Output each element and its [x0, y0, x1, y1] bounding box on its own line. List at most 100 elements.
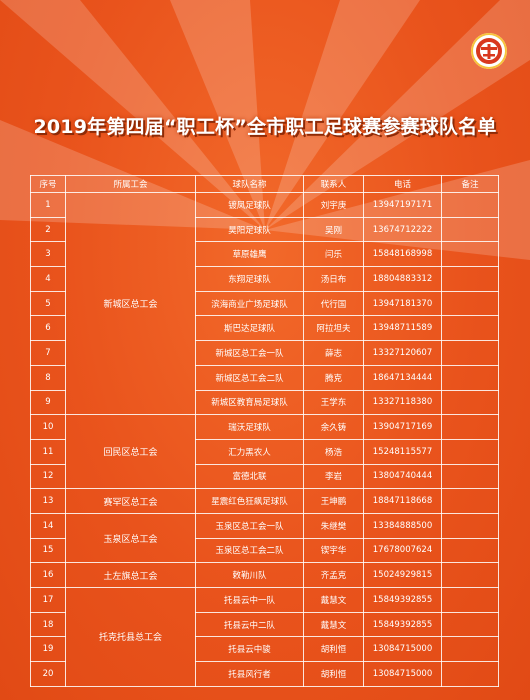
- row-number: 11: [30, 438, 66, 465]
- phone-cell: 13947181370: [363, 290, 442, 317]
- row-number: 2: [30, 216, 66, 243]
- row-number: 1: [30, 192, 66, 218]
- phone-cell: 17678007624: [363, 537, 442, 564]
- row-number: 7: [30, 340, 66, 366]
- row-number: 17: [30, 587, 66, 613]
- table-row: 14 玉泉区总工会 玉泉区总工会一队 朱继樊 13384888500: [30, 512, 499, 564]
- phone-cell: 13327120607: [363, 340, 442, 366]
- phone-cell: 13904717169: [363, 414, 442, 440]
- note-cell: [441, 364, 499, 391]
- header-phone: 电话: [363, 175, 442, 193]
- team-roster-table: 序号 所属工会 球队名称 联系人 电话 备注 1 新城区总工会 镀凤足球队 刘宇庚 13…: [30, 175, 499, 687]
- phone-cell: 15848168998: [363, 241, 442, 268]
- phone-cell: 13674712222: [363, 216, 442, 243]
- note-cell: [441, 562, 499, 588]
- table-row: 6 斯巴达足球队 阿拉坦夫 13948711589: [30, 315, 499, 342]
- table-row: 19 托县云中骏 胡利恒 13084715000: [30, 636, 499, 663]
- phone-cell: 13327118380: [363, 389, 442, 416]
- row-number: 13: [30, 488, 66, 514]
- team-name-cell: 汇力黑农人: [195, 438, 304, 465]
- team-name-cell: 托县云中骏: [195, 636, 304, 663]
- table-row: 1 新城区总工会 镀凤足球队 刘宇庚 13947197171: [30, 191, 499, 416]
- team-name-cell: 托县风行者: [195, 661, 304, 687]
- row-number: 19: [30, 636, 66, 663]
- union-logo-icon: [471, 33, 507, 69]
- phone-cell: 18647134444: [363, 364, 442, 391]
- table-row: 15 玉泉区总工会二队 锲宇华 17678007624: [30, 537, 499, 564]
- team-name-cell: 瑞沃足球队: [195, 414, 304, 440]
- note-cell: [441, 290, 499, 317]
- team-name-cell: 新城区总工会一队: [195, 340, 304, 366]
- table-row: 3 草原雄鹰 闫乐 15848168998: [30, 241, 499, 268]
- note-cell: [441, 587, 499, 613]
- table-row: 2 昊阳足球队 吴刚 13674712222: [30, 216, 499, 243]
- note-cell: [441, 414, 499, 440]
- contact-cell: 刘宇庚: [303, 192, 364, 218]
- table-row: 16 土左旗总工会 敕勒川队 齐孟克 15024929815: [30, 562, 499, 588]
- contact-cell: 代行国: [303, 290, 364, 317]
- table-row: 4 东翔足球队 汤日布 18804883312: [30, 266, 499, 292]
- row-number: 4: [30, 266, 66, 292]
- contact-cell: 薛志: [303, 340, 364, 366]
- team-name-cell: 新城区总工会二队: [195, 364, 304, 391]
- note-cell: [441, 661, 499, 687]
- row-number: 16: [30, 562, 66, 588]
- note-cell: [441, 340, 499, 366]
- team-name-cell: 星震红色狂飙足球队: [195, 488, 304, 514]
- table-row: 5 滨海商业广场足球队 代行国 13947181370: [30, 290, 499, 317]
- phone-cell: 13084715000: [363, 661, 442, 687]
- note-cell: [441, 266, 499, 292]
- team-name-cell: 玉泉区总工会一队: [195, 512, 304, 539]
- note-cell: [441, 438, 499, 465]
- phone-cell: 18804883312: [363, 266, 442, 292]
- title-banner: 2019年第四届“职工杯”全市职工足球赛参赛球队名单: [0, 100, 530, 150]
- row-number: 12: [30, 463, 66, 490]
- header-team: 球队名称: [195, 175, 304, 193]
- team-name-cell: 托县云中二队: [195, 611, 304, 638]
- union-name-cell: 玉泉区总工会: [65, 512, 196, 564]
- table-row: 8 新城区总工会二队 腾克 18647134444: [30, 364, 499, 391]
- header-union: 所属工会: [65, 175, 196, 193]
- union-name-cell: 赛罕区总工会: [65, 488, 196, 514]
- union-name-cell: 托克托县总工会: [65, 587, 196, 687]
- note-cell: [441, 216, 499, 243]
- team-name-cell: 滨海商业广场足球队: [195, 290, 304, 317]
- contact-cell: 王坤鹏: [303, 488, 364, 514]
- phone-cell: 13947197171: [363, 192, 442, 218]
- union-name-cell: 土左旗总工会: [65, 562, 196, 588]
- row-number: 8: [30, 364, 66, 391]
- team-name-cell: 斯巴达足球队: [195, 315, 304, 342]
- team-name-cell: 镀凤足球队: [195, 192, 304, 218]
- phone-cell: 13804740444: [363, 463, 442, 490]
- contact-cell: 戴慧文: [303, 611, 364, 638]
- table-row: 10 回民区总工会 瑞沃足球队 余久铸 13904717169: [30, 414, 499, 490]
- note-cell: [441, 611, 499, 638]
- team-name-cell: 新城区教育局足球队: [195, 389, 304, 416]
- note-cell: [441, 488, 499, 514]
- contact-cell: 阿拉坦夫: [303, 315, 364, 342]
- note-cell: [441, 636, 499, 663]
- contact-cell: 李岩: [303, 463, 364, 490]
- contact-cell: 戴慧文: [303, 587, 364, 613]
- note-cell: [441, 512, 499, 539]
- phone-cell: 18847118668: [363, 488, 442, 514]
- contact-cell: 胡利恒: [303, 636, 364, 663]
- union-name-cell: 新城区总工会: [65, 191, 196, 416]
- phone-cell: 13948711589: [363, 315, 442, 342]
- contact-cell: 腾克: [303, 364, 364, 391]
- contact-cell: 胡利恒: [303, 661, 364, 687]
- table-row: 18 托县云中二队 戴慧文 15849392855: [30, 611, 499, 638]
- phone-cell: 13084715000: [363, 636, 442, 663]
- phone-cell: 15248115577: [363, 438, 442, 465]
- phone-cell: 13384888500: [363, 512, 442, 539]
- team-name-cell: 昊阳足球队: [195, 216, 304, 243]
- table-row: 20 托县风行者 胡利恒 13084715000: [30, 661, 499, 687]
- contact-cell: 闫乐: [303, 241, 364, 268]
- contact-cell: 余久铸: [303, 414, 364, 440]
- row-number: 20: [30, 661, 66, 687]
- table-body: 1 新城区总工会 镀凤足球队 刘宇庚 13947197171 2 昊阳足球队 吴刚 136747…: [30, 191, 499, 687]
- row-number: 6: [30, 315, 66, 342]
- note-cell: [441, 389, 499, 416]
- contact-cell: 杨浩: [303, 438, 364, 465]
- header-contact: 联系人: [303, 175, 364, 193]
